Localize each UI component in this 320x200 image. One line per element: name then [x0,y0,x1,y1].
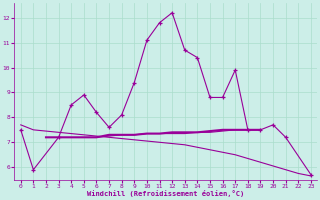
X-axis label: Windchill (Refroidissement éolien,°C): Windchill (Refroidissement éolien,°C) [87,190,244,197]
